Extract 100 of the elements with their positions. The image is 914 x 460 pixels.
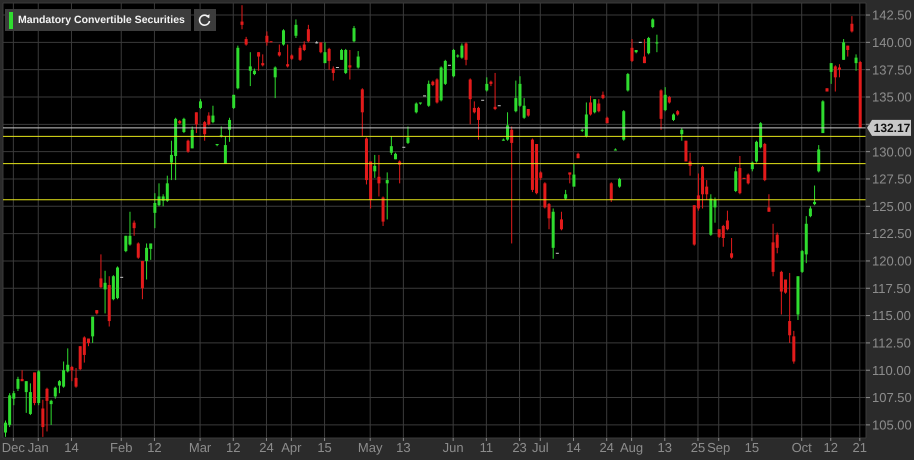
candlestick (734, 166, 738, 193)
candlestick (220, 126, 223, 138)
candlestick (278, 44, 281, 58)
candlestick (186, 139, 190, 154)
candlestick (564, 189, 568, 200)
y-tick-label: 122.50 (872, 226, 912, 242)
y-tick-label: 125.00 (872, 198, 912, 214)
candlestick (240, 4, 244, 30)
y-tick-label: 112.50 (872, 336, 911, 351)
candlestick (476, 106, 480, 140)
x-tick-label: 24 (599, 440, 614, 456)
x-tick-label: 21 (852, 440, 868, 456)
candlestick (767, 194, 770, 212)
x-tick-label: 24 (259, 440, 274, 456)
candlestick (182, 117, 186, 134)
x-tick-label: Oct (792, 440, 812, 456)
candlestick (834, 64, 837, 92)
candlestick (166, 175, 169, 202)
text: Mandatory Convertible Securities (18, 14, 185, 26)
candlestick (28, 382, 32, 416)
candlestick (323, 42, 326, 64)
candlestick (50, 399, 53, 426)
candlestick (136, 242, 140, 260)
x-tick-label: Aug (620, 440, 644, 456)
candlestick (427, 80, 430, 108)
y-tick-label: 135.00 (872, 90, 912, 105)
candlestick (630, 38, 634, 63)
candlestick (780, 270, 783, 315)
candlestick (124, 235, 128, 253)
candlestick (294, 18, 298, 38)
x-tick-label: Jun (442, 440, 464, 456)
candlestick (62, 360, 66, 388)
candlestick (510, 126, 514, 244)
x-tick-label: Apr (281, 440, 302, 456)
candlestick (436, 78, 438, 104)
candlestick (788, 272, 792, 344)
x-tick-label: Jul (532, 440, 549, 456)
x-tick-label: 15 (744, 440, 760, 456)
x-tick-label: Feb (110, 440, 132, 456)
x-tick-label: 15 (317, 440, 332, 456)
candlestick (228, 117, 232, 142)
candlestick (257, 52, 260, 72)
candlestick (684, 140, 688, 162)
x-tick-label: 13 (396, 440, 411, 456)
candlestick (494, 72, 497, 111)
x-tick-label: May (358, 440, 383, 456)
candlestick (41, 399, 44, 438)
candlestick (377, 154, 380, 197)
candlestick (642, 38, 646, 64)
x-tick-label: 14 (566, 440, 581, 456)
candlestick (414, 102, 418, 114)
candlestick (344, 48, 348, 75)
candlestick (386, 172, 389, 220)
candlestick (746, 173, 750, 185)
candlestick (560, 211, 563, 231)
candlestick (16, 376, 20, 392)
candlestick (211, 105, 214, 124)
candlestick (626, 72, 630, 92)
candlestick (74, 368, 78, 388)
candlestick (91, 316, 94, 344)
candlestick (610, 182, 613, 202)
x-tick-label: Dec (2, 440, 26, 456)
y-tick-label: 105.00 (872, 418, 912, 432)
candlestick (647, 36, 650, 55)
candlestick (356, 50, 360, 70)
candlestick (584, 102, 588, 138)
x-tick-label: 11 (480, 440, 494, 456)
y-tick-label: 107.50 (872, 390, 912, 406)
candlestick (145, 242, 148, 280)
candlestick (589, 95, 592, 116)
x-tick-label: 12 (226, 440, 241, 456)
x-tick-label: 25 (690, 440, 706, 456)
candlestick (464, 42, 468, 66)
candlestick (817, 144, 820, 173)
candlestick (54, 386, 57, 400)
candlestick (655, 34, 658, 53)
candlestick (194, 112, 198, 134)
candlestick (352, 25, 356, 43)
candlestick (813, 185, 816, 206)
x-tick-label: Sep (707, 440, 730, 456)
x-tick-label: 23 (512, 440, 527, 456)
candlestick (618, 177, 622, 188)
candlestick (838, 64, 841, 78)
candlestick (597, 98, 600, 113)
candlestick (332, 66, 335, 82)
candlestick (298, 45, 302, 62)
candlestick (808, 206, 812, 218)
candlestick (514, 80, 518, 113)
candlestick (199, 98, 202, 110)
candlestick (45, 387, 48, 432)
candlestick (265, 30, 268, 46)
candlestick (460, 42, 464, 60)
candlestick (149, 242, 152, 260)
ref-line-label: 132.17 (874, 121, 911, 136)
y-tick-label: 115.00 (872, 308, 911, 324)
candlestick (274, 66, 277, 99)
candlestick (224, 136, 227, 164)
candlestick (850, 16, 854, 34)
candlestick (680, 127, 684, 142)
candlestick (282, 28, 285, 46)
